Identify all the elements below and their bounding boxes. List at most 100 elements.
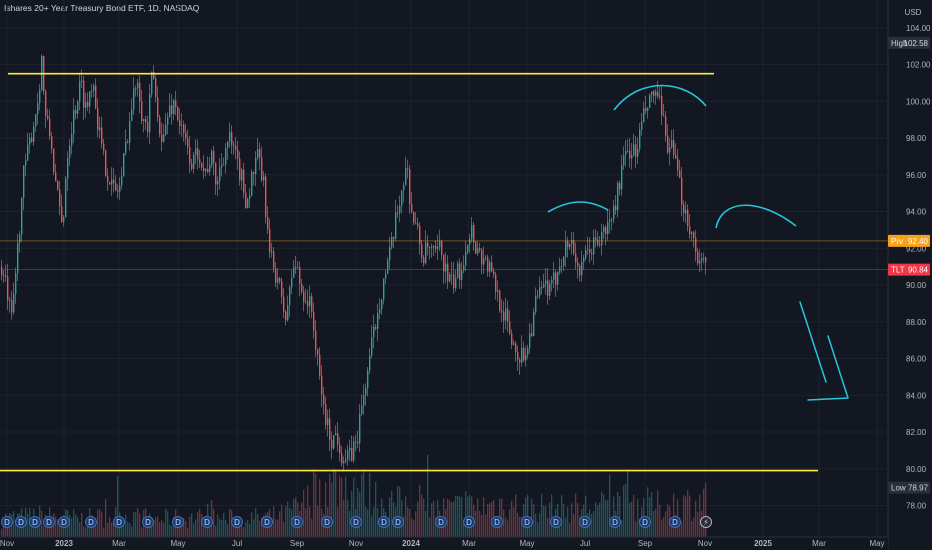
volume-bar xyxy=(405,496,407,537)
volume-bar xyxy=(353,477,355,537)
volume-bar xyxy=(99,509,101,537)
volume-bar xyxy=(533,504,535,537)
volume-bar xyxy=(605,500,607,537)
dividend-icon xyxy=(378,516,390,528)
volume-bar xyxy=(487,503,489,537)
candle-body xyxy=(35,114,37,127)
candle-body xyxy=(69,145,71,158)
volume-bar xyxy=(329,473,331,537)
volume-bar xyxy=(509,509,511,537)
candle-body xyxy=(655,91,657,96)
x-tick-label: Mar xyxy=(112,539,126,548)
volume-bar xyxy=(3,522,5,537)
dividend-icon xyxy=(58,516,70,528)
candle-body xyxy=(675,155,677,159)
volume-bar xyxy=(619,496,621,537)
candle-body xyxy=(231,132,233,146)
candle-body xyxy=(277,278,279,283)
candle-body xyxy=(185,132,187,139)
volume-bar xyxy=(635,521,637,537)
candle-body xyxy=(555,272,557,285)
dividend-icon xyxy=(639,516,651,528)
svg-text:D: D xyxy=(294,518,300,527)
candle-body xyxy=(653,91,655,96)
candle-body xyxy=(269,229,271,252)
volume-bar xyxy=(77,516,79,537)
candle-body xyxy=(275,268,277,283)
volume-bar xyxy=(547,517,549,537)
candle-body xyxy=(663,115,665,117)
volume-bar xyxy=(331,482,333,537)
volume-bar xyxy=(531,498,533,537)
candle-body xyxy=(341,453,343,464)
x-tick-label: Nov xyxy=(698,539,712,548)
volume-bar xyxy=(515,494,517,537)
candle-body xyxy=(115,183,117,191)
candle-body xyxy=(579,266,581,276)
candle-body xyxy=(113,179,115,184)
volume-bar xyxy=(311,518,313,537)
candle-body xyxy=(677,158,679,171)
svg-text:D: D xyxy=(88,518,94,527)
candle-body xyxy=(31,137,33,142)
y-tick-label: 94.00 xyxy=(906,208,927,217)
candle-body xyxy=(419,225,421,245)
candle-body xyxy=(565,241,567,257)
candle-body xyxy=(73,110,75,134)
candle-body xyxy=(353,441,355,461)
volume-bar xyxy=(475,510,477,537)
svg-text:D: D xyxy=(672,518,678,527)
candle-body xyxy=(55,172,57,182)
volume-bar xyxy=(31,519,33,537)
candle-body xyxy=(591,252,593,255)
candle-body xyxy=(581,261,583,276)
candle-body xyxy=(657,91,659,97)
candle-body xyxy=(651,91,653,95)
candle-body xyxy=(337,433,339,445)
candle-body xyxy=(457,263,459,279)
prev-price-tag: Prv 92.40 xyxy=(888,234,930,247)
volume-bar xyxy=(95,525,97,537)
candle-body xyxy=(621,165,623,190)
candle-body xyxy=(317,349,319,355)
candle-body xyxy=(681,177,683,205)
x-tick-label: Jul xyxy=(232,539,242,548)
x-tick-label: Jul xyxy=(580,539,590,548)
candle-body xyxy=(105,150,107,176)
candle-body xyxy=(235,146,237,150)
volume-bar xyxy=(193,523,195,537)
volume-bar xyxy=(359,492,361,537)
volume-bar xyxy=(621,520,623,537)
volume-bar xyxy=(179,525,181,537)
candle-body xyxy=(631,155,633,159)
svg-text:D: D xyxy=(145,518,151,527)
volume-bar xyxy=(527,494,529,537)
dividend-icon xyxy=(85,516,97,528)
volume-bar xyxy=(73,509,75,537)
volume-bar xyxy=(579,515,581,537)
candle-body xyxy=(403,185,405,191)
volume-bar xyxy=(203,527,205,537)
volume-bar xyxy=(177,524,179,537)
volume-bar xyxy=(155,517,157,537)
candle-body xyxy=(169,105,171,118)
candle-body xyxy=(187,138,189,148)
svg-text:92.40: 92.40 xyxy=(908,237,929,246)
candle-body xyxy=(471,224,473,240)
candle-body xyxy=(175,100,177,108)
volume-bar xyxy=(667,504,669,537)
candle-body xyxy=(639,129,641,149)
candle-body xyxy=(253,171,255,175)
volume-bar xyxy=(387,519,389,537)
candle-body xyxy=(173,100,175,114)
volume-bar xyxy=(591,513,593,537)
x-tick-label: 2025 xyxy=(754,539,772,548)
volume-bar xyxy=(627,470,629,537)
candle-body xyxy=(239,158,241,181)
volume-bar xyxy=(427,454,429,537)
candle-body xyxy=(689,226,691,234)
candle-body xyxy=(229,132,231,142)
candle-body xyxy=(247,198,249,208)
volume-bar xyxy=(181,517,183,537)
